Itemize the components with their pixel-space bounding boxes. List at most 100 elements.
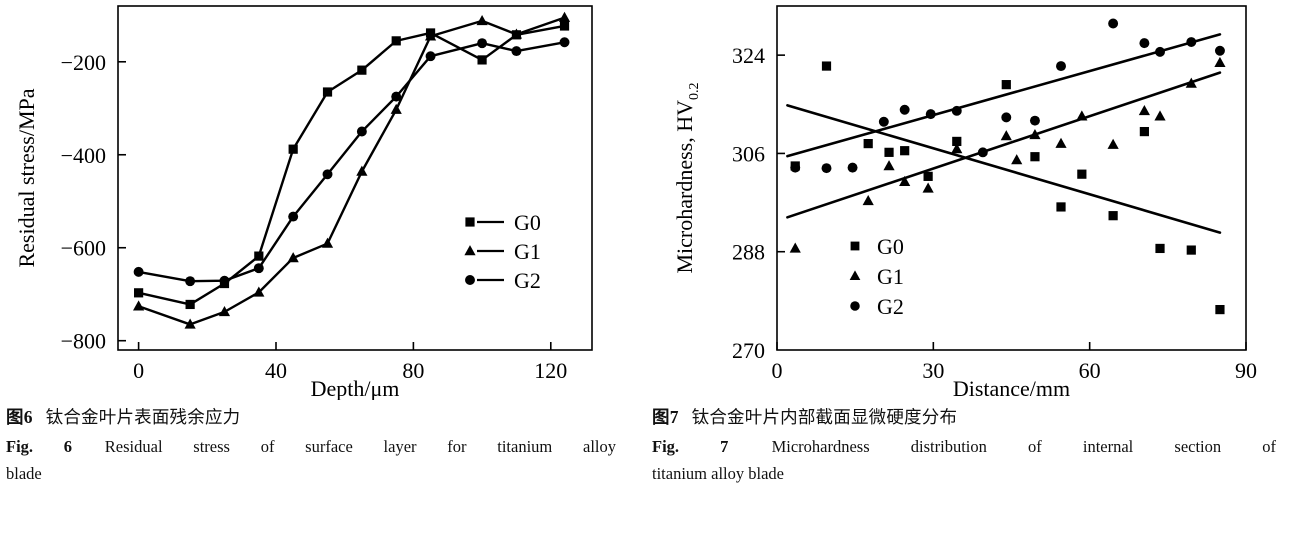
legend: G0 G1 G2: [849, 234, 904, 319]
x-tick-label-40: 40: [265, 358, 287, 383]
data-point-G2: [391, 91, 402, 102]
y-axis-label-main: Microhardness, HV: [672, 100, 697, 274]
figure-7-caption-english: Fig. 7 Microhardness distribution of int…: [652, 434, 1276, 487]
legend-label-G0: G0: [877, 234, 904, 259]
data-point-G1: [133, 300, 145, 311]
data-point-G2: [1056, 61, 1066, 72]
data-point-G1: [253, 286, 265, 297]
series-G1: [133, 11, 571, 329]
x-tick-label-0: 0: [772, 358, 783, 383]
data-point-G1: [390, 103, 402, 114]
data-point-G1: [1076, 110, 1088, 121]
legend-label-G1: G1: [514, 239, 541, 264]
data-point-G1: [184, 318, 196, 329]
y-tick-label-270: 270: [732, 338, 765, 363]
data-point-G1: [1107, 138, 1119, 149]
data-point-G2: [1001, 112, 1012, 123]
data-point-G0: [322, 87, 333, 97]
plot-area: 0 30 60 90 270 288 306 324 Distance/mm Microhardn…: [672, 5, 1257, 400]
data-point-G2: [1029, 115, 1040, 126]
figure-7-cn-text: 钛合金叶片内部截面显微硬度分布: [691, 407, 958, 427]
legend-label-G2: G2: [514, 268, 541, 293]
y-tick-label--200: −200: [61, 50, 106, 75]
data-point-G2: [1186, 37, 1197, 48]
legend-marker-G1: [464, 245, 476, 256]
data-point-G0: [1139, 126, 1149, 137]
series-G1: [786, 56, 1226, 253]
legend-item-G1[interactable]: G1: [849, 264, 904, 289]
residual-stress-chart: 0 40 80 120 −800 −600 −400 −200 Depth/μm Residual…: [14, 5, 593, 400]
y-tick-label--400: −400: [61, 143, 106, 168]
data-point-G0: [1108, 211, 1118, 221]
axis-ticks: [776, 54, 1247, 350]
legend-item-G1[interactable]: G1: [464, 239, 541, 264]
data-point-G2: [133, 266, 144, 277]
y-tick-label-306: 306: [732, 141, 765, 166]
trend-line-G1: [786, 71, 1222, 219]
figure-6-cn-number: 6: [23, 407, 33, 427]
data-point-G0: [134, 288, 144, 298]
figure-6-en-line2: blade: [6, 463, 42, 483]
data-point-G2: [1214, 45, 1225, 56]
plot-frame: [776, 5, 1247, 351]
data-point-G0: [391, 36, 401, 46]
legend-marker-G0: [850, 241, 860, 251]
figure-7-caption-chinese: 图7 钛合金叶片内部截面显微硬度分布: [652, 404, 1276, 431]
legend-marker-G1: [849, 270, 861, 281]
legend-label-G1: G1: [877, 264, 904, 289]
data-point-G1: [883, 160, 895, 171]
figure-7-en-label: Fig. 7: [652, 437, 729, 457]
data-point-G0: [900, 146, 910, 156]
data-point-G1: [862, 195, 874, 206]
data-point-G2: [878, 116, 889, 127]
legend-item-G2[interactable]: G2: [465, 268, 541, 293]
data-point-G2: [951, 105, 962, 116]
data-point-G2: [1108, 18, 1119, 29]
figure-7-cn-label: 图: [652, 407, 670, 427]
data-point-G2: [511, 46, 522, 57]
data-point-G1: [951, 143, 963, 154]
legend-item-G0[interactable]: G0: [465, 210, 541, 235]
data-point-G2: [425, 51, 436, 62]
data-point-G2: [899, 104, 910, 115]
trend-line-G2: [786, 33, 1222, 158]
y-axis-label: Microhardness, HV0.2: [672, 82, 702, 273]
data-point-G1: [356, 165, 368, 176]
y-tick-label--800: −800: [61, 329, 106, 354]
x-axis-label: Distance/mm: [953, 376, 1070, 400]
x-tick-label-80: 80: [402, 358, 424, 383]
data-point-G2: [253, 263, 264, 274]
data-point-G0: [1001, 80, 1011, 90]
data-point-G1: [1214, 56, 1226, 68]
data-point-G0: [863, 139, 873, 149]
series-G2: [786, 18, 1225, 174]
data-point-G2: [1155, 46, 1165, 57]
data-point-G0: [254, 251, 264, 261]
legend-item-G2[interactable]: G2: [850, 294, 904, 319]
data-point-G1: [922, 182, 934, 193]
data-point-G2: [847, 162, 858, 173]
data-point-G2: [356, 126, 367, 137]
data-point-G1: [476, 14, 488, 26]
figure-7-plot-panel: 0 30 60 90 270 288 306 324 Distance/mm Microhardn…: [646, 0, 1294, 400]
data-point-G1: [899, 175, 911, 187]
data-point-G1: [321, 237, 334, 248]
legend-label-G0: G0: [514, 210, 541, 235]
data-point-G0: [884, 147, 894, 157]
axis-ticks: [118, 60, 552, 350]
series-line-G0: [137, 24, 566, 306]
plot-frame: [117, 5, 593, 351]
figure-6-en-line1: Residual stress of surface layer for tit…: [104, 437, 616, 457]
x-tick-label-60: 60: [1079, 358, 1101, 383]
data-point-G0: [1186, 245, 1196, 255]
data-point-G2: [977, 147, 988, 158]
data-point-G0: [1077, 169, 1087, 179]
data-point-G0: [559, 21, 570, 31]
y-tick-label-324: 324: [732, 43, 765, 68]
y-axis-label-subscript: 0.2: [687, 82, 702, 100]
series-G0: [786, 61, 1225, 315]
legend-item-G0[interactable]: G0: [850, 234, 904, 259]
figure-7-en-line1: Microhardness distribution of internal s…: [771, 437, 1277, 457]
data-point-G2: [288, 211, 299, 222]
